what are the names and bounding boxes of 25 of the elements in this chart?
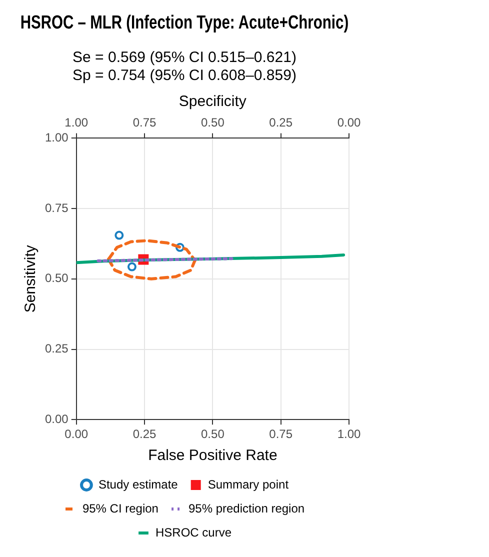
x2-tick-label: 0.00 — [337, 115, 361, 130]
x-tick-label: 0.25 — [132, 427, 157, 442]
x2-tick-label: 1.00 — [64, 115, 88, 130]
y-tick-label: 0.25 — [44, 342, 69, 356]
x-tick-label: 0.50 — [201, 427, 225, 442]
legend-label: HSROC curve — [155, 525, 232, 540]
x-tick-label: 1.00 — [337, 427, 361, 442]
x2-tick-label: 0.50 — [201, 115, 225, 130]
legend-label: 95% prediction region — [188, 501, 305, 516]
legend-label: Summary point — [208, 477, 290, 492]
y-tick-label: 0.50 — [44, 271, 69, 286]
y-axis-title: Sensitivity — [22, 244, 40, 313]
x2-axis-title: Specificity — [178, 92, 247, 110]
y-tick-label: 0.75 — [44, 200, 69, 215]
x-tick-label: 0.00 — [64, 427, 88, 442]
x2-tick-label: 0.25 — [269, 115, 293, 130]
x-tick-label: 0.75 — [269, 427, 293, 442]
x2-tick-label: 0.75 — [132, 115, 157, 130]
y-tick-label: 0.00 — [44, 412, 69, 426]
x-axis-title: False Positive Rate — [148, 447, 278, 464]
y-tick-label: 1.00 — [44, 130, 69, 145]
legend-label: Study estimate — [98, 477, 178, 492]
chart-title: HSROC – MLR (Infection Type: Acute+Chronic) — [20, 12, 349, 34]
chart-subtitle: Se = 0.569 (95% CI 0.515–0.621) Sp = 0.754 (95% CI 0.608–0.859) — [72, 48, 296, 84]
legend-label: 95% CI region — [82, 501, 158, 516]
